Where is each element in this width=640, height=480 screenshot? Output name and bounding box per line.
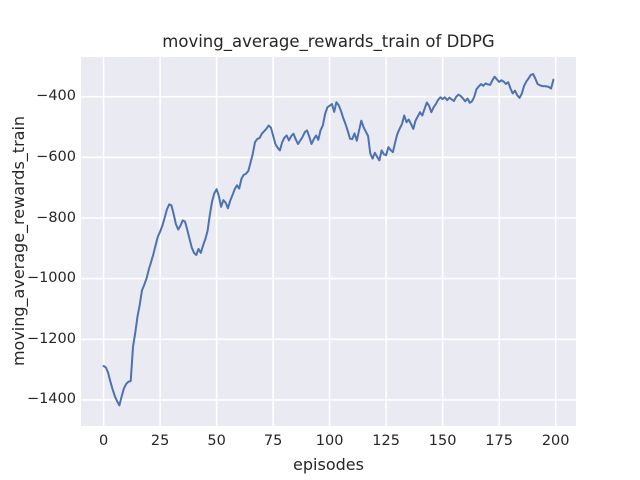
x-tick-label: 50 (207, 433, 226, 449)
plot-canvas (81, 57, 576, 426)
y-tick-label: −600 (36, 148, 76, 165)
y-tick-label: −400 (36, 88, 76, 105)
line-series (102, 73, 555, 407)
x-tick-label: 150 (428, 433, 457, 449)
y-tick-label: −1200 (26, 330, 76, 347)
x-tick-label: 125 (372, 433, 400, 449)
y-tick-label: −1000 (26, 270, 76, 287)
x-tick-label: 175 (485, 433, 513, 449)
x-tick-label: 75 (263, 433, 283, 449)
y-tick-label: −1400 (26, 391, 76, 408)
plot-area (81, 57, 576, 426)
chart-title: moving_average_rewards_train of DDPG (162, 32, 495, 51)
x-tick-label: 0 (98, 433, 109, 449)
y-tick-label: −800 (36, 209, 76, 226)
x-tick-label: 25 (150, 433, 170, 449)
x-tick-label: 200 (541, 433, 570, 449)
x-axis-label: episodes (293, 455, 364, 474)
x-tick-label: 100 (315, 433, 344, 449)
